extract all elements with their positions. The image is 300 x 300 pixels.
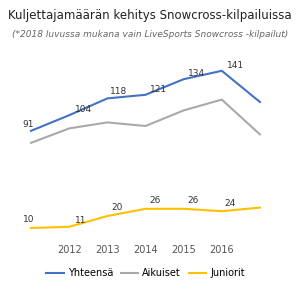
- Text: 24: 24: [225, 199, 236, 208]
- Yhteensä: [68, 113, 71, 117]
- Text: 26: 26: [188, 196, 199, 205]
- Line: Juniorit: Juniorit: [31, 208, 260, 228]
- Text: 134: 134: [188, 69, 205, 78]
- Juniorit: [182, 207, 185, 211]
- Text: 11: 11: [75, 216, 86, 225]
- Aikuiset: [182, 109, 185, 112]
- Line: Yhteensä: Yhteensä: [31, 71, 260, 131]
- Aikuiset: [258, 133, 262, 136]
- Text: 141: 141: [227, 61, 244, 70]
- Aikuiset: [29, 141, 33, 145]
- Juniorit: [144, 207, 147, 211]
- Juniorit: [29, 226, 33, 230]
- Juniorit: [220, 209, 224, 213]
- Text: 91: 91: [23, 120, 34, 129]
- Text: 20: 20: [112, 203, 123, 212]
- Text: (*2018 luvussa mukana vain LiveSports Snowcross -kilpailut): (*2018 luvussa mukana vain LiveSports Sn…: [12, 30, 288, 39]
- Aikuiset: [144, 124, 147, 128]
- Text: Kuljettajamäärän kehitys Snowcross-kilpailuissa: Kuljettajamäärän kehitys Snowcross-kilpa…: [8, 9, 292, 22]
- Juniorit: [258, 206, 262, 209]
- Yhteensä: [258, 100, 262, 104]
- Juniorit: [68, 225, 71, 229]
- Juniorit: [106, 214, 109, 218]
- Text: 26: 26: [150, 196, 161, 205]
- Yhteensä: [220, 69, 224, 73]
- Line: Aikuiset: Aikuiset: [31, 100, 260, 143]
- Yhteensä: [29, 129, 33, 133]
- Text: 121: 121: [150, 85, 167, 94]
- Aikuiset: [220, 98, 224, 101]
- Aikuiset: [68, 127, 71, 130]
- Yhteensä: [106, 97, 109, 100]
- Aikuiset: [106, 121, 109, 124]
- Text: 10: 10: [23, 215, 34, 224]
- Yhteensä: [182, 77, 185, 81]
- Text: 104: 104: [75, 105, 92, 114]
- Text: 118: 118: [110, 87, 128, 96]
- Legend: Yhteensä, Aikuiset, Juniorit: Yhteensä, Aikuiset, Juniorit: [42, 264, 249, 282]
- Yhteensä: [144, 93, 147, 97]
